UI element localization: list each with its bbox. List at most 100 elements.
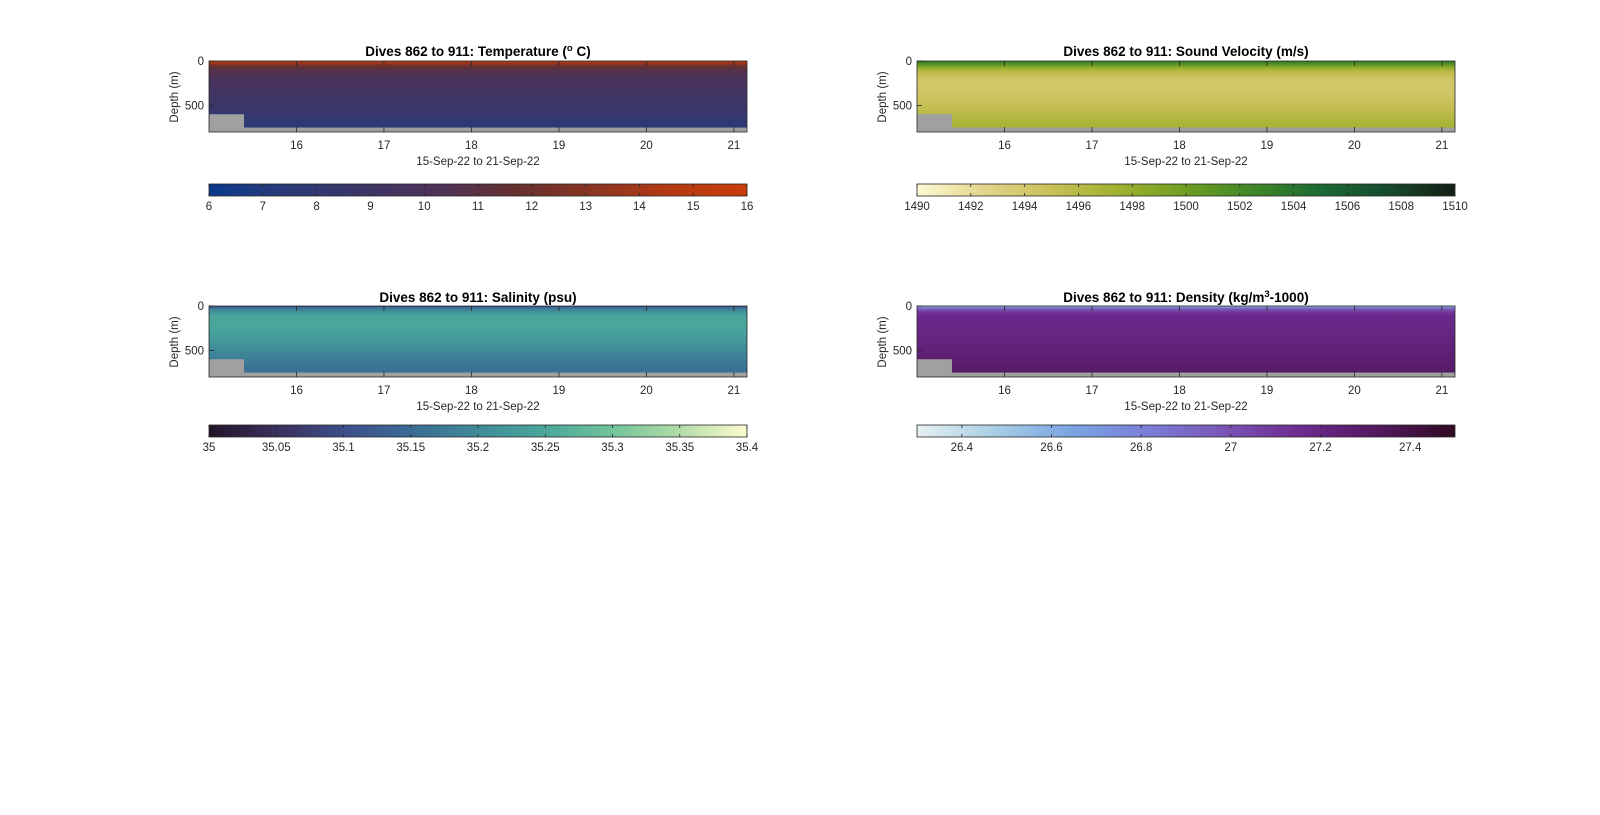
colorbar-tick-label: 1502 (1227, 201, 1253, 213)
panel-temperature: Dives 862 to 911: Temperature (o C) Dept… (169, 43, 753, 213)
colorbar-tick-label: 8 (313, 201, 319, 213)
colorbar-tick-label: 35.4 (736, 442, 759, 454)
colorbar-tick-label: 1508 (1388, 201, 1414, 213)
colorbar-tick-label: 1498 (1119, 201, 1145, 213)
colorbar-tick-label: 1504 (1281, 201, 1307, 213)
colorbar-tick-label: 1510 (1442, 201, 1468, 213)
heatmap-layer (209, 61, 747, 132)
colorbar-tick-label: 1506 (1335, 201, 1361, 213)
chart-title: Dives 862 to 911: Sound Velocity (m/s) (1063, 44, 1308, 59)
x-axis-label: 15-Sep-22 to 21-Sep-22 (1124, 156, 1247, 168)
heatmap-field (209, 61, 747, 132)
colorbar-gradient (917, 425, 1455, 437)
x-tick-label: 18 (465, 140, 478, 152)
colorbar-tick-label: 27 (1224, 442, 1237, 454)
colorbar-tick-label: 26.4 (951, 442, 974, 454)
chart-title: Dives 862 to 911: Salinity (psu) (379, 290, 576, 305)
y-axis-label: Depth (m) (877, 316, 889, 367)
heatmap-layer (209, 306, 747, 377)
colorbar-tick-label: 6 (206, 201, 212, 213)
no-data-mask (209, 372, 747, 377)
no-data-block (917, 114, 952, 132)
colorbar-tick-label: 9 (367, 201, 373, 213)
axes-layer: 16 17 18 19 20 21 0 500 (185, 301, 748, 397)
axes-layer: 16 17 18 19 20 21 0 500 (893, 301, 1456, 397)
colorbar-tick-label: 35.1 (332, 442, 354, 454)
panel-density: Dives 862 to 911: Density (kg/m3-1000) D… (877, 289, 1456, 454)
y-tick-label: 500 (893, 100, 912, 112)
x-tick-label: 18 (1173, 385, 1186, 397)
heatmap-layer (917, 306, 1455, 377)
axes-box (208, 60, 748, 133)
y-axis-label: Depth (m) (877, 71, 889, 122)
colorbar-tick-label: 26.6 (1040, 442, 1062, 454)
colorbar-tick-label: 26.8 (1130, 442, 1152, 454)
axes-box (916, 305, 1456, 378)
no-data-mask (209, 127, 747, 132)
heatmap-layer (917, 61, 1455, 132)
x-tick-label: 21 (727, 140, 740, 152)
panel-salinity: Dives 862 to 911: Salinity (psu) Depth (… (169, 290, 759, 454)
colorbar-tick-label: 1500 (1173, 201, 1199, 213)
x-tick-label: 17 (1086, 385, 1099, 397)
heatmap-field (917, 306, 1455, 377)
no-data-block (917, 359, 952, 377)
colorbar-tick-label: 11 (472, 201, 484, 213)
y-tick-label: 0 (906, 56, 912, 68)
colorbar-tick-label: 35.25 (531, 442, 560, 454)
colorbar: 26.4 26.6 26.8 27 27.2 27.4 (916, 424, 1456, 454)
axes-box (208, 305, 748, 378)
heatmap-field (917, 61, 1455, 132)
colorbar-tick-label: 16 (741, 201, 754, 213)
x-tick-label: 21 (1435, 140, 1448, 152)
x-tick-label: 16 (998, 140, 1011, 152)
colorbar-box (916, 424, 1456, 438)
axes-layer: 16 17 18 19 20 21 0 500 (185, 56, 748, 152)
colorbar-tick-label: 35.15 (396, 442, 425, 454)
colorbar-tick-label: 7 (260, 201, 266, 213)
x-tick-label: 18 (1173, 140, 1186, 152)
colorbar-tick-label: 1490 (904, 201, 930, 213)
colorbar-tick-label: 15 (687, 201, 700, 213)
no-data-block (209, 359, 244, 377)
colorbar-tick-label: 35.2 (467, 442, 489, 454)
chart-title: Dives 862 to 911: Density (kg/m3-1000) (1063, 289, 1308, 305)
x-tick-label: 21 (1435, 385, 1448, 397)
colorbar-tick-label: 35 (203, 442, 216, 454)
x-tick-label: 20 (640, 385, 653, 397)
x-tick-label: 20 (1348, 385, 1361, 397)
x-tick-label: 19 (1261, 140, 1274, 152)
colorbar-tick-label: 27.2 (1309, 442, 1331, 454)
x-tick-label: 16 (290, 140, 303, 152)
colorbar-gradient (917, 184, 1455, 196)
y-tick-label: 0 (906, 301, 912, 313)
colorbar-tick-label: 35.35 (665, 442, 694, 454)
colorbar-tick-label: 10 (418, 201, 431, 213)
x-tick-label: 21 (727, 385, 740, 397)
panel-sound-velocity: Dives 862 to 911: Sound Velocity (m/s) D… (877, 44, 1468, 213)
colorbar-tick-label: 27.4 (1399, 442, 1422, 454)
y-tick-label: 0 (198, 56, 204, 68)
y-tick-label: 500 (893, 345, 912, 357)
x-tick-label: 19 (553, 140, 566, 152)
no-data-mask (917, 372, 1455, 377)
x-tick-label: 19 (1261, 385, 1274, 397)
axes-layer: 16 17 18 19 20 21 0 500 (893, 56, 1456, 152)
x-tick-label: 20 (640, 140, 653, 152)
heatmap-field (209, 306, 747, 377)
y-tick-label: 500 (185, 345, 204, 357)
colorbar-tick-label: 1496 (1066, 201, 1092, 213)
colorbar: 1490 1492 1494 1496 1498 1500 1502 1504 1506 1508… (904, 183, 1468, 213)
colorbar-tick-label: 35.3 (601, 442, 623, 454)
x-tick-label: 17 (378, 140, 391, 152)
colorbar-gradient (209, 184, 747, 196)
x-tick-label: 20 (1348, 140, 1361, 152)
colorbar-tick-label: 12 (525, 201, 538, 213)
y-tick-label: 500 (185, 100, 204, 112)
axes-box (916, 60, 1456, 133)
colorbar-tick-label: 14 (633, 201, 646, 213)
no-data-mask (917, 127, 1455, 132)
x-tick-label: 17 (1086, 140, 1099, 152)
